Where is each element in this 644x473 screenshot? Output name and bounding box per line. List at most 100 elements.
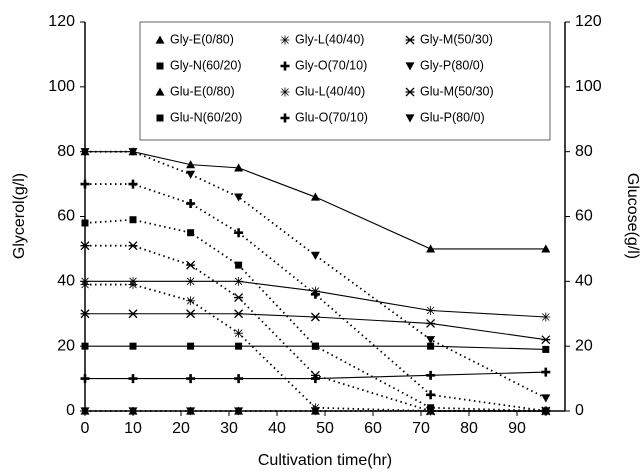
data-point <box>234 228 244 238</box>
y-tick-label: 120 <box>48 13 75 30</box>
data-point <box>186 296 196 306</box>
data-point <box>186 407 196 416</box>
y2-tick-label: 100 <box>575 78 602 95</box>
data-point <box>426 319 436 328</box>
data-point <box>186 170 196 179</box>
data-point <box>129 216 137 224</box>
data-point <box>310 374 320 384</box>
x-tick-label: 80 <box>460 420 478 437</box>
y2-tick-label: 80 <box>575 143 593 160</box>
legend-marker <box>405 87 415 97</box>
legend-label: Glu-N(60/20) <box>170 110 242 124</box>
legend-marker <box>155 35 165 44</box>
data-point <box>234 374 244 384</box>
legend-marker <box>280 87 290 97</box>
y2-tick-label: 20 <box>575 337 593 354</box>
legend-label: Gly-M(50/30) <box>420 32 493 46</box>
data-point <box>426 370 436 380</box>
y-tick-label: 40 <box>57 273 75 290</box>
data-point <box>426 336 436 345</box>
y2-tick-label: 0 <box>575 402 584 419</box>
data-point <box>310 251 320 260</box>
legend-label: Gly-L(40/40) <box>295 32 364 46</box>
data-point <box>234 328 244 338</box>
data-point <box>80 374 90 384</box>
data-point <box>80 309 90 319</box>
data-point <box>541 335 551 345</box>
data-point <box>80 407 90 416</box>
data-point <box>128 179 138 189</box>
x-tick-label: 0 <box>81 420 90 437</box>
data-point <box>128 309 138 319</box>
data-point <box>235 261 243 269</box>
data-point <box>186 160 196 169</box>
y2-tick-label: 40 <box>575 273 593 290</box>
data-point <box>128 374 138 384</box>
data-point <box>310 192 320 201</box>
data-point <box>186 374 196 384</box>
data-point <box>128 407 138 416</box>
data-point <box>541 244 551 253</box>
x-axis-label: Cultivation time(hr) <box>258 452 392 469</box>
legend-box <box>139 21 551 141</box>
data-point <box>81 219 89 227</box>
legend-marker <box>405 114 415 123</box>
data-point <box>187 229 195 237</box>
data-point <box>426 390 436 400</box>
y-tick-label: 60 <box>57 208 75 225</box>
data-point <box>426 244 436 253</box>
data-point <box>128 147 138 156</box>
x-tick-label: 90 <box>508 420 526 437</box>
x-tick-label: 10 <box>124 420 142 437</box>
data-point <box>186 199 196 209</box>
data-point <box>129 342 137 350</box>
x-tick-label: 20 <box>172 420 190 437</box>
legend-label: Gly-N(60/20) <box>170 58 242 72</box>
legend-marker <box>280 61 290 71</box>
data-point <box>187 342 195 350</box>
data-point <box>541 407 551 416</box>
data-point <box>80 241 90 251</box>
y-tick-label: 80 <box>57 143 75 160</box>
data-point <box>426 407 436 416</box>
legend-marker <box>156 62 164 70</box>
x-tick-label: 30 <box>220 420 238 437</box>
legend-label: Glu-P(80/0) <box>420 110 485 124</box>
data-point <box>234 407 244 416</box>
legend-label: Gly-O(70/10) <box>295 58 367 72</box>
data-point <box>310 407 320 416</box>
legend-marker <box>280 35 290 45</box>
x-tick-label: 50 <box>316 420 334 437</box>
x-tick-label: 70 <box>412 420 430 437</box>
data-point <box>235 342 243 350</box>
y2-axis-label: Glucose(g/l) <box>624 173 641 259</box>
data-point <box>81 342 89 350</box>
legend-label: Glu-M(50/30) <box>420 84 494 98</box>
data-point <box>128 241 138 251</box>
data-point <box>234 293 244 303</box>
data-point <box>542 345 550 353</box>
data-point <box>427 342 435 350</box>
data-point <box>234 309 244 319</box>
y-tick-label: 0 <box>66 402 75 419</box>
series-line <box>85 244 546 412</box>
y-tick-label: 20 <box>57 337 75 354</box>
data-point <box>234 163 244 172</box>
legend-label: Gly-P(80/0) <box>420 58 484 72</box>
data-point <box>234 193 244 202</box>
data-point <box>311 342 319 350</box>
x-tick-label: 60 <box>364 420 382 437</box>
legend-label: Glu-O(70/10) <box>295 110 368 124</box>
data-point <box>541 394 551 403</box>
legend-label: Glu-L(40/40) <box>295 84 365 98</box>
data-point <box>80 276 90 286</box>
data-point <box>186 276 196 286</box>
x-tick-label: 40 <box>268 420 286 437</box>
series-line <box>85 150 547 399</box>
legend-marker <box>405 35 415 45</box>
data-point <box>541 367 551 377</box>
legend-marker <box>156 114 164 122</box>
y2-tick-label: 60 <box>575 208 593 225</box>
data-point <box>426 306 436 316</box>
